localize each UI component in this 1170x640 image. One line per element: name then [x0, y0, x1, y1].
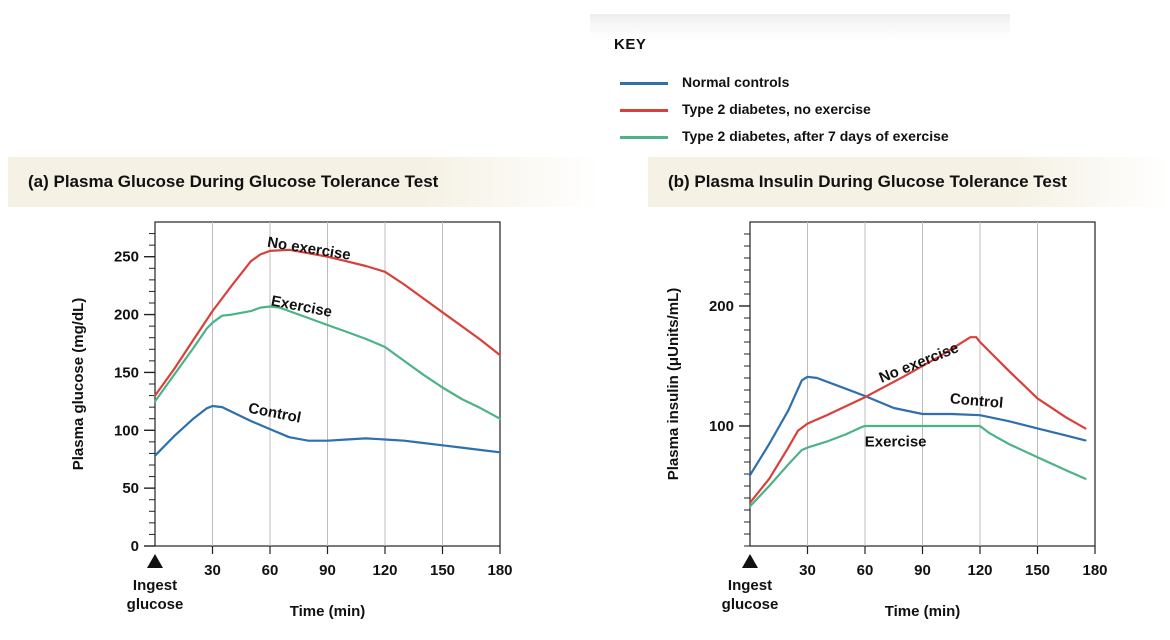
insulin-series-control — [748, 375, 1087, 477]
insulin-curve-label-exercise: Exercise — [865, 433, 927, 450]
key-label-no-exercise: Type 2 diabetes, no exercise — [682, 101, 871, 117]
glucose-series-exercise — [153, 305, 502, 420]
insulin-ingest-marker-icon — [742, 554, 758, 568]
legend-key: KEY Normal controls Type 2 diabetes, no … — [590, 14, 1010, 144]
insulin-ytick-label-100: 100 — [709, 418, 734, 435]
insulin-series-no-exercise — [748, 336, 1087, 504]
insulin-xtick-label-30: 30 — [799, 562, 816, 579]
glucose-ytick-label-250: 250 — [114, 249, 139, 266]
insulin-xtick-label-90: 90 — [914, 562, 931, 579]
panel-a-title: (a) Plasma Glucose During Glucose Tolera… — [8, 157, 600, 207]
glucose-ingest-label-line1: Ingest — [133, 577, 177, 594]
key-title: KEY — [614, 36, 647, 53]
glucose-xtick-label-120: 120 — [372, 562, 397, 579]
glucose-xtick-label-90: 90 — [319, 562, 336, 579]
glucose-x-axis-title: Time (min) — [290, 603, 366, 620]
glucose-ytick-label-100: 100 — [114, 422, 139, 439]
insulin-x-axis-title: Time (min) — [885, 603, 961, 620]
glucose-series-no-exercise — [153, 248, 502, 397]
glucose-xtick-label-180: 180 — [487, 562, 512, 579]
glucose-ytick-label-150: 150 — [114, 364, 139, 381]
glucose-ytick-label-0: 0 — [131, 538, 139, 555]
key-label-exercise: Type 2 diabetes, after 7 days of exercis… — [682, 128, 949, 144]
insulin-xtick-label-150: 150 — [1025, 562, 1050, 579]
panel-b-title: (b) Plasma Insulin During Glucose Tolera… — [648, 157, 1170, 207]
insulin-xtick-label-60: 60 — [857, 562, 874, 579]
insulin-ingest-label-line1: Ingest — [728, 577, 772, 594]
insulin-y-axis-title: Plasma insulin (μUnits/mL) — [665, 288, 682, 481]
key-line-normal-controls — [620, 82, 668, 85]
insulin-xtick-label-180: 180 — [1082, 562, 1107, 579]
insulin-chart: 100 200 30 60 90 120 150 180 Ingest glucose Time (… — [665, 221, 1108, 620]
glucose-y-axis-title: Plasma glucose (mg/dL) — [70, 298, 87, 471]
glucose-xtick-label-150: 150 — [430, 562, 455, 579]
glucose-xtick-label-60: 60 — [262, 562, 279, 579]
glucose-curve-label-no-exercise: No exercise — [266, 234, 352, 264]
insulin-ingest-label-line2: glucose — [722, 596, 779, 613]
glucose-ingest-marker-icon — [147, 554, 163, 568]
key-label-normal-controls: Normal controls — [682, 74, 790, 90]
key-line-no-exercise — [620, 109, 668, 112]
insulin-curve-label-control: Control — [949, 390, 1004, 412]
glucose-series-control — [153, 404, 502, 457]
glucose-xtick-label-30: 30 — [204, 562, 221, 579]
insulin-xtick-label-120: 120 — [967, 562, 992, 579]
glucose-ytick-label-50: 50 — [122, 480, 139, 497]
glucose-ytick-label-200: 200 — [114, 307, 139, 324]
insulin-curve-label-no-exercise: No exercise — [877, 339, 961, 386]
glucose-chart: 0 50 100 150 200 250 30 60 90 120 150 180 Ingest gluc… — [70, 221, 513, 620]
glucose-ingest-label-line2: glucose — [127, 596, 184, 613]
insulin-ytick-label-200: 200 — [709, 298, 734, 315]
key-line-exercise — [620, 136, 668, 139]
insulin-series-exercise — [748, 424, 1087, 508]
